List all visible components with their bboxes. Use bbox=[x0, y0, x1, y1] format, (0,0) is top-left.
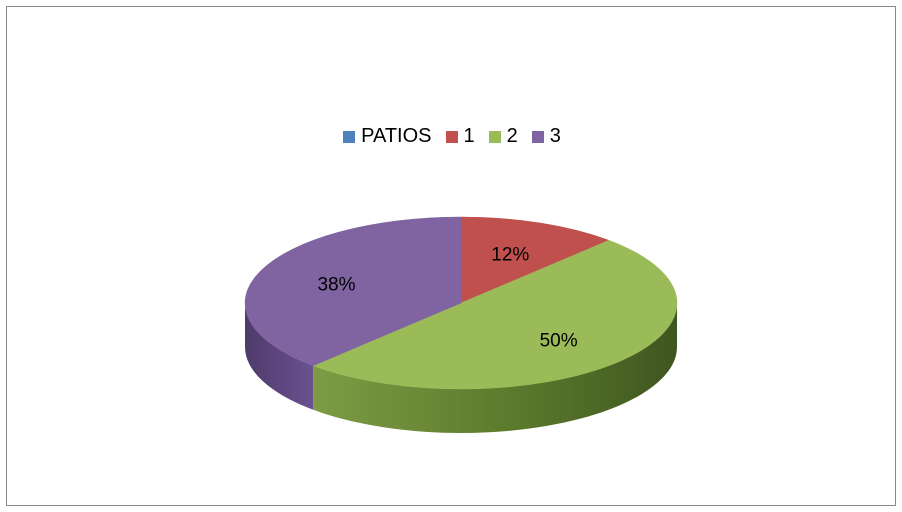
legend-swatch-2 bbox=[488, 130, 501, 143]
legend-item-1: 1 bbox=[445, 125, 475, 148]
pie-chart: 12% 50% 38% bbox=[244, 216, 677, 433]
pie-label-2: 50% bbox=[540, 331, 578, 352]
legend-label-1: 1 bbox=[463, 125, 475, 147]
legend-swatch-3 bbox=[531, 130, 544, 143]
pie-labels: 12% 50% 38% bbox=[317, 244, 577, 351]
pie-sides bbox=[245, 303, 677, 433]
legend-item-3: 3 bbox=[531, 125, 561, 148]
legend-item-2: 2 bbox=[488, 125, 518, 148]
pie-label-1: 12% bbox=[491, 244, 529, 265]
pie-label-3: 38% bbox=[317, 274, 355, 295]
legend-label-patios: PATIOS bbox=[361, 125, 432, 147]
legend-label-3: 3 bbox=[549, 125, 561, 147]
chart-legend: PATIOS 1 2 3 bbox=[7, 125, 897, 148]
legend-swatch-1 bbox=[445, 130, 458, 143]
pie-side-2 bbox=[313, 303, 677, 433]
pie-slice-2 bbox=[312, 240, 677, 390]
pie-side-3 bbox=[245, 303, 314, 410]
pie-slice-1 bbox=[460, 216, 610, 304]
legend-swatch-patios bbox=[343, 130, 356, 143]
chart-frame: PATIOS 1 2 3 bbox=[6, 6, 896, 506]
legend-item-patios: PATIOS bbox=[343, 125, 432, 148]
legend-label-2: 2 bbox=[506, 125, 518, 147]
pie-slice-3 bbox=[244, 216, 462, 366]
pie-tops bbox=[244, 216, 677, 390]
